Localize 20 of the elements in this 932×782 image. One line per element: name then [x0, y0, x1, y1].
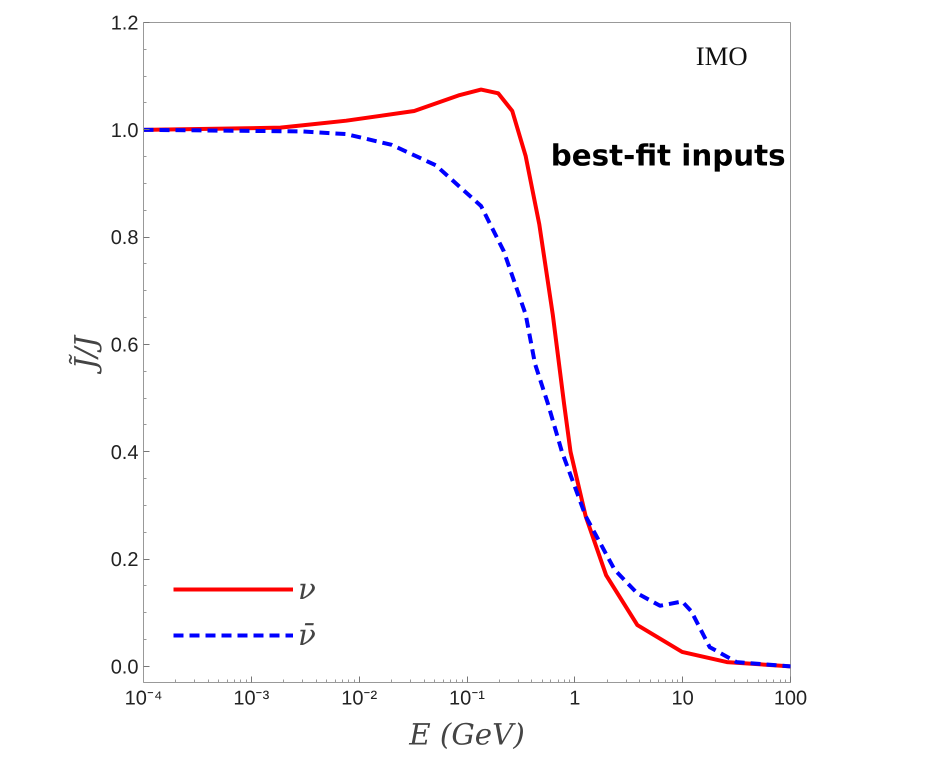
legend-label: ν [298, 572, 317, 606]
annotation: IMO [696, 40, 748, 71]
y-tick-label: 0.8 [110, 227, 139, 250]
x-tick-label: 10⁻³ [233, 688, 270, 710]
x-tick-label: 1 [569, 688, 580, 710]
x-axis-title: E (GeV) [408, 718, 525, 752]
y-tick-label: 0.6 [110, 334, 139, 356]
x-tick-label: 10⁻⁴ [124, 688, 162, 710]
x-tick-label: 10⁻¹ [449, 688, 486, 710]
y-tick-label: 0.2 [110, 549, 139, 572]
x-tick-label: 10 [672, 688, 694, 710]
annotation: best-fit inputs [550, 138, 786, 173]
x-tick-label: 10⁻² [341, 688, 378, 710]
y-tick-label: 0.4 [110, 442, 139, 464]
y-tick-label: 1.0 [110, 120, 139, 142]
x-tick-label: 100 [774, 688, 808, 710]
legend-label: ν̄ [298, 618, 317, 652]
y-tick-label: 0.0 [110, 656, 139, 678]
y-tick-label: 1.2 [110, 12, 139, 34]
y-axis-title: J̃/J [68, 334, 103, 374]
